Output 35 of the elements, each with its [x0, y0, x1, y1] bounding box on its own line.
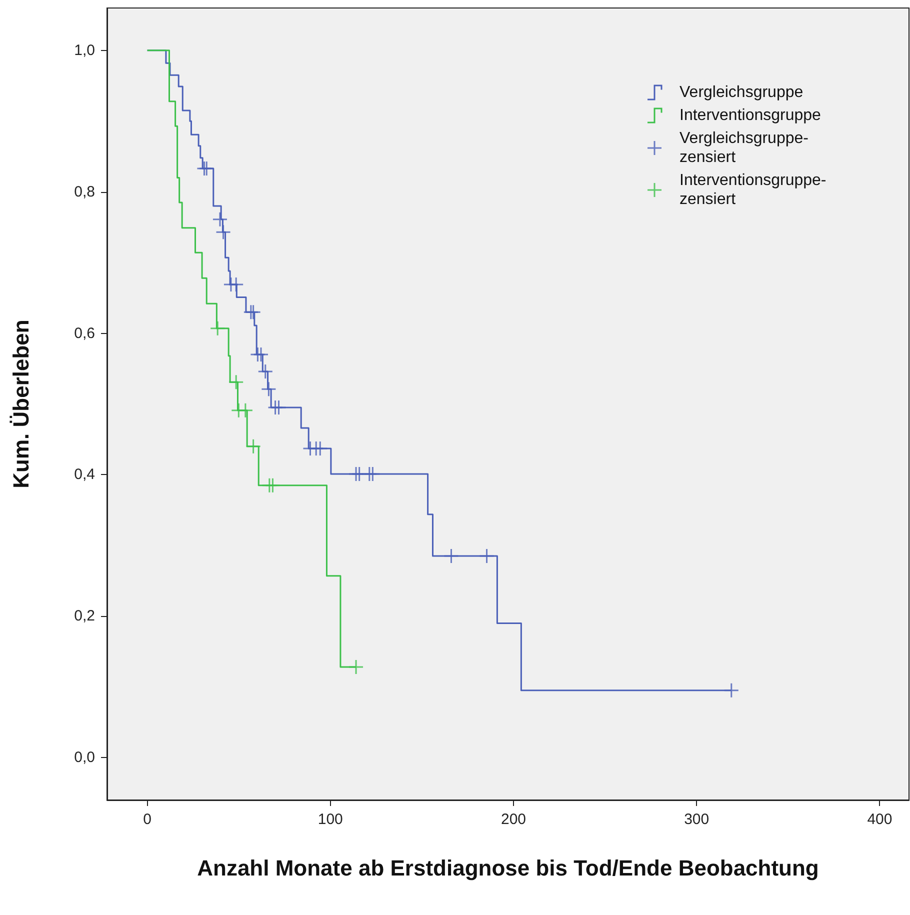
point: [212, 212, 228, 228]
legend-label: Interventionsgruppe: [680, 107, 822, 124]
x-axis-title: Anzahl Monate ab Erstdiagnose bis Tod/Ende Beobachtung: [197, 856, 819, 880]
x-tick-label: 0: [143, 811, 152, 828]
point: [228, 276, 244, 292]
y-tick-label: 0,2: [74, 608, 95, 625]
point: [210, 320, 226, 336]
y-tick-label: 0,6: [74, 324, 95, 342]
point: [364, 466, 380, 482]
point: [246, 438, 262, 454]
x-tick-label: 100: [318, 811, 343, 828]
point: [443, 548, 459, 564]
point: [348, 659, 364, 675]
point: [238, 402, 254, 418]
legend-label: Vergleichsgruppe: [680, 84, 804, 101]
point: [216, 224, 232, 240]
point: [271, 400, 287, 416]
point: [264, 478, 280, 494]
y-tick-label: 1,0: [74, 42, 95, 59]
x-tick-label: 400: [867, 811, 892, 828]
y-tick-label: 0,0: [74, 749, 95, 766]
point: [258, 364, 274, 380]
x-tick-label: 200: [500, 811, 526, 828]
y-axis-title: Kum. Überleben: [8, 320, 34, 488]
point: [260, 381, 276, 397]
point: [479, 548, 495, 564]
point: [724, 682, 740, 698]
y-tick-label: 0,4: [74, 466, 95, 484]
point: [228, 374, 244, 390]
y-tick-label: 0,8: [74, 183, 95, 200]
point: [253, 346, 269, 362]
x-tick-label: 300: [684, 811, 710, 828]
point: [312, 440, 328, 456]
legend-label: Vergleichsgruppe-zensiert: [680, 130, 808, 166]
legend-label: Interventionsgruppe-zensiert: [680, 172, 826, 208]
